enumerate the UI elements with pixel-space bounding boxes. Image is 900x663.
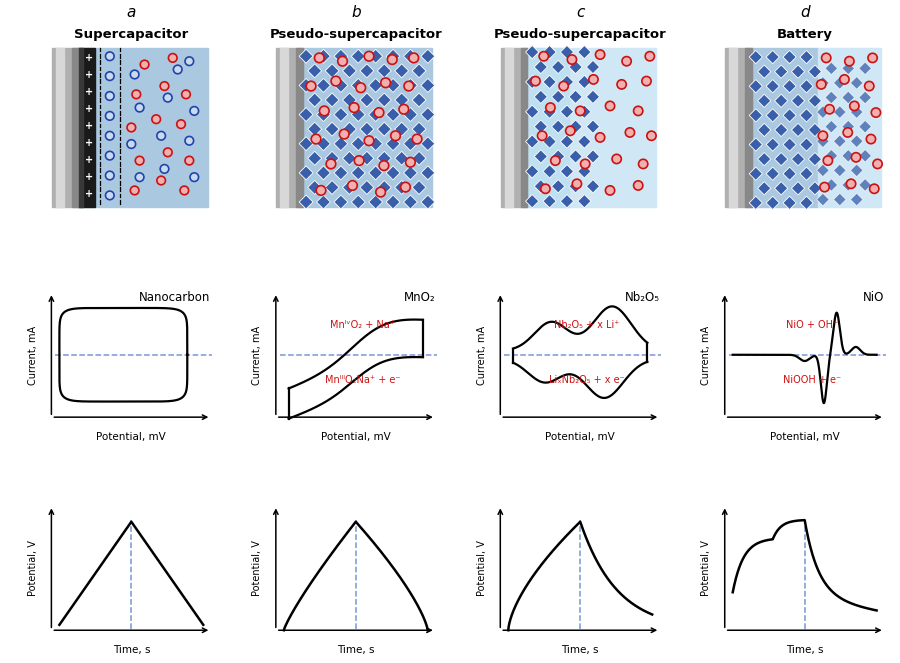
- Text: d: d: [800, 5, 809, 20]
- Text: NiO + OH⁻: NiO + OH⁻: [786, 320, 838, 330]
- Text: a: a: [127, 5, 136, 20]
- Text: Potential, V: Potential, V: [28, 540, 38, 597]
- Text: Pseudo-supercapacitor: Pseudo-supercapacitor: [494, 29, 667, 42]
- Text: Time, s: Time, s: [112, 645, 150, 655]
- Text: b: b: [351, 5, 361, 20]
- Text: Potential, mV: Potential, mV: [96, 432, 166, 442]
- Text: MnᴵᴵᴵO₂Na⁺ + e⁻: MnᴵᴵᴵO₂Na⁺ + e⁻: [325, 375, 400, 385]
- Text: Current, mA: Current, mA: [252, 326, 263, 385]
- Text: Potential, V: Potential, V: [477, 540, 487, 597]
- Text: Time, s: Time, s: [337, 645, 374, 655]
- Text: Time, s: Time, s: [786, 645, 824, 655]
- Text: NiOOH + e⁻: NiOOH + e⁻: [782, 375, 841, 385]
- Text: Potential, mV: Potential, mV: [321, 432, 391, 442]
- Text: MnᴵᵛO₂ + Na⁺: MnᴵᵛO₂ + Na⁺: [330, 320, 395, 330]
- Text: NiO: NiO: [863, 292, 884, 304]
- Text: c: c: [576, 5, 584, 20]
- Text: Supercapacitor: Supercapacitor: [74, 29, 188, 42]
- Text: Nb₂O₅ + x Li⁺: Nb₂O₅ + x Li⁺: [554, 320, 620, 330]
- Text: Potential, V: Potential, V: [701, 540, 711, 597]
- Text: Potential, V: Potential, V: [252, 540, 263, 597]
- Text: Nb₂O₅: Nb₂O₅: [625, 292, 660, 304]
- Text: Potential, mV: Potential, mV: [545, 432, 615, 442]
- Text: Battery: Battery: [777, 29, 833, 42]
- Text: MnO₂: MnO₂: [403, 292, 436, 304]
- Text: Current, mA: Current, mA: [28, 326, 38, 385]
- Text: Time, s: Time, s: [562, 645, 599, 655]
- Text: LiₓNb₂O₅ + x e⁻: LiₓNb₂O₅ + x e⁻: [549, 375, 625, 385]
- Text: Current, mA: Current, mA: [477, 326, 487, 385]
- Text: Nanocarbon: Nanocarbon: [140, 292, 211, 304]
- Text: Potential, mV: Potential, mV: [770, 432, 840, 442]
- Text: Pseudo-supercapacitor: Pseudo-supercapacitor: [269, 29, 442, 42]
- Text: Current, mA: Current, mA: [701, 326, 711, 385]
